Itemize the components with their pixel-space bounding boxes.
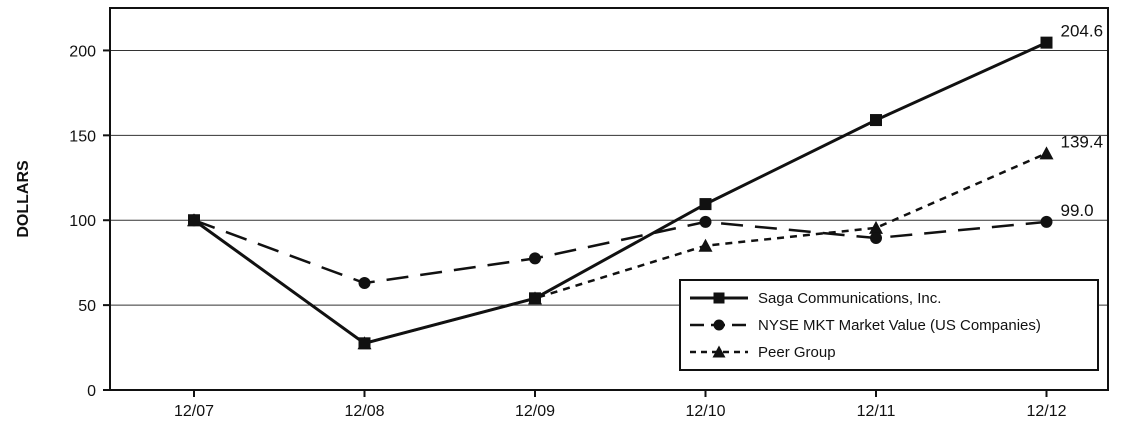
- y-tick-label: 200: [69, 43, 96, 60]
- x-tick-label: 12/08: [344, 403, 384, 420]
- y-tick-label: 100: [69, 213, 96, 230]
- marker-triangle: [712, 345, 726, 358]
- y-tick-label: 50: [78, 298, 96, 315]
- legend: Saga Communications, Inc. NYSE MKT Market…: [679, 279, 1099, 371]
- marker-circle: [1040, 215, 1053, 228]
- marker-square: [713, 292, 725, 304]
- legend-label: Peer Group: [758, 344, 836, 361]
- end-labels: 139.4 99.0 204.6: [1061, 22, 1104, 220]
- x-tick-label: 12/10: [685, 403, 725, 420]
- marker-square: [699, 198, 712, 211]
- marker-circle: [713, 319, 725, 331]
- legend-box: [679, 279, 1099, 371]
- marker-circle: [358, 277, 371, 290]
- marker-square: [188, 214, 200, 227]
- legend-label: NYSE MKT Market Value (US Companies): [758, 317, 1041, 334]
- series-line-saga: [193, 41, 1048, 345]
- marker-triangle: [869, 220, 883, 234]
- y-axis-ticks: 0 50 100 150 200: [69, 43, 110, 400]
- x-tick-label: 12/11: [857, 403, 896, 420]
- marker-triangle: [1039, 146, 1054, 160]
- marker-square: [529, 292, 541, 305]
- end-value-label: 139.4: [1061, 132, 1104, 151]
- marker-square: [1040, 36, 1053, 49]
- end-value-label: 204.6: [1061, 22, 1104, 41]
- marker-circle: [870, 232, 882, 245]
- x-tick-label: 12/12: [1026, 403, 1066, 420]
- marker-circle: [699, 215, 712, 228]
- legend-label: Saga Communications, Inc.: [758, 290, 941, 307]
- marker-triangle: [698, 238, 713, 252]
- x-tick-label: 12/07: [174, 403, 214, 420]
- marker-square: [870, 114, 882, 127]
- marker-square: [358, 337, 371, 350]
- series-markers: [187, 36, 1054, 350]
- plot-frame: [109, 7, 1109, 391]
- series-line-nyse-mkt: [193, 219, 1047, 285]
- y-tick-label: 0: [87, 383, 96, 400]
- x-axis-ticks: 12/07 12/08 12/09 12/10 12/11 12/12: [174, 390, 1067, 420]
- end-value-label: 99.0: [1061, 201, 1094, 220]
- x-tick-label: 12/09: [515, 403, 555, 420]
- y-axis-label: DOLLARS: [15, 160, 32, 238]
- series-lines: [193, 41, 1048, 345]
- marker-circle: [529, 252, 541, 265]
- y-tick-label: 150: [69, 128, 96, 145]
